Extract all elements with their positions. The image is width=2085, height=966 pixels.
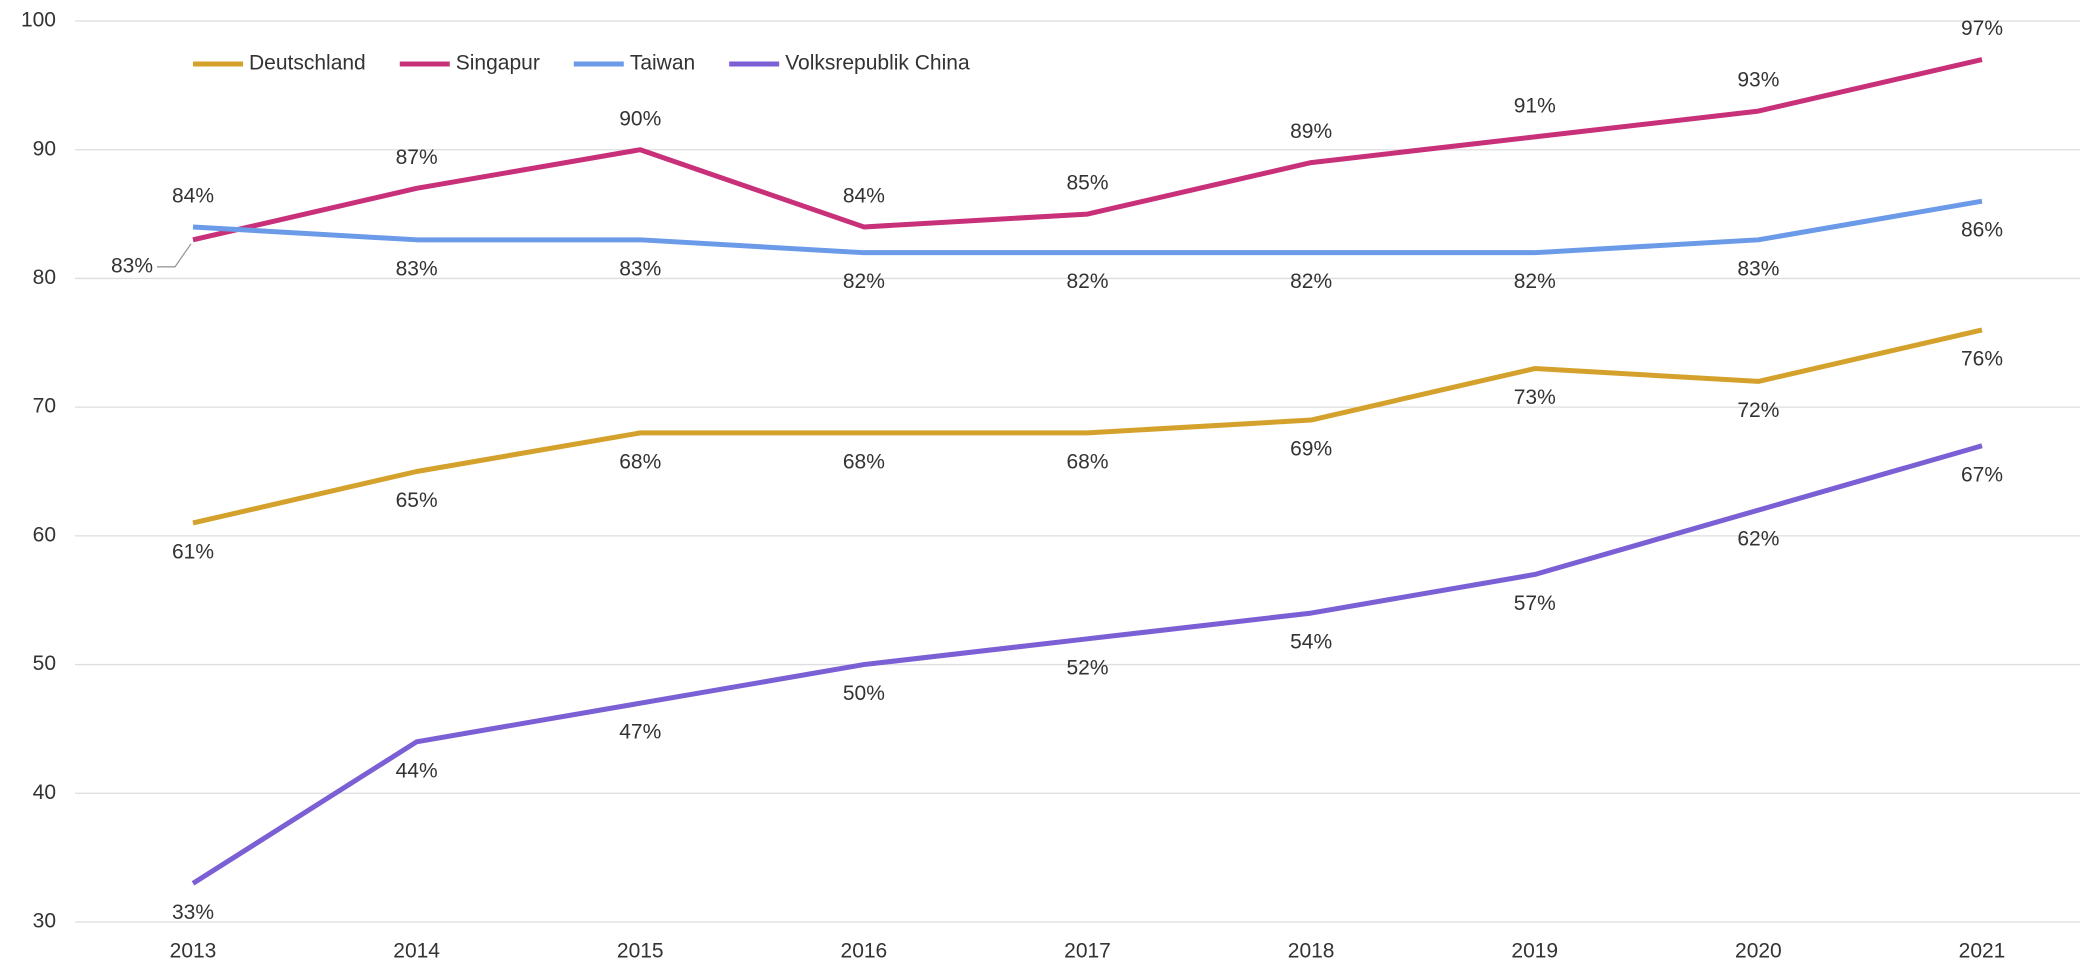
value-label: 85% <box>1066 172 1108 195</box>
value-label: 62% <box>1737 528 1779 551</box>
value-label: 65% <box>396 489 438 512</box>
value-label: 93% <box>1737 69 1779 92</box>
value-label: 67% <box>1961 463 2003 486</box>
series-line <box>192 57 1983 243</box>
leader-line <box>157 243 192 268</box>
value-label: 73% <box>1514 386 1556 409</box>
value-label: 84% <box>843 184 885 207</box>
x-tick-label: 2020 <box>1735 940 1782 963</box>
legend-label: Singapur <box>456 52 540 75</box>
value-label: 89% <box>1290 120 1332 143</box>
legend: Deutschland Singapur Taiwan Volksrepublik C… <box>193 52 970 75</box>
value-label: 68% <box>619 450 661 473</box>
value-label: 61% <box>172 541 214 564</box>
x-tick-label: 2015 <box>617 940 664 963</box>
value-label: 82% <box>843 270 885 293</box>
x-tick-label: 2014 <box>393 940 440 963</box>
value-label: 83% <box>619 257 661 280</box>
value-label: 44% <box>396 759 438 782</box>
value-label: 82% <box>1290 270 1332 293</box>
value-label: 82% <box>1514 270 1556 293</box>
value-label: 33% <box>172 901 214 924</box>
value-label: 83% <box>1737 257 1779 280</box>
y-tick-label: 50 <box>33 652 56 675</box>
legend-label: Taiwan <box>630 52 695 75</box>
series-line <box>191 443 1983 886</box>
value-label: 69% <box>1290 438 1332 461</box>
x-tick-label: 2017 <box>1064 940 1111 963</box>
y-tick-label: 80 <box>33 266 56 289</box>
value-label: 76% <box>1961 347 2003 370</box>
series-line <box>192 327 1983 526</box>
legend-label: Deutschland <box>249 52 366 75</box>
value-label: 54% <box>1290 631 1332 654</box>
value-label: 52% <box>1066 656 1108 679</box>
y-tick-label: 90 <box>33 137 56 160</box>
value-label: 47% <box>619 721 661 744</box>
value-label: 72% <box>1737 399 1779 422</box>
y-tick-label: 70 <box>33 395 56 418</box>
x-tick-label: 2013 <box>170 940 217 963</box>
x-tick-label: 2016 <box>841 940 888 963</box>
value-label: 68% <box>843 450 885 473</box>
value-label: 90% <box>619 107 661 130</box>
value-label: 97% <box>1961 17 2003 40</box>
x-tick-label: 2018 <box>1288 940 1335 963</box>
value-label: 86% <box>1961 219 2003 242</box>
legend-label: Volksrepublik China <box>785 52 970 75</box>
value-label: 57% <box>1514 592 1556 615</box>
y-tick-label: 30 <box>33 910 56 933</box>
value-label: 82% <box>1066 270 1108 293</box>
value-label: 84% <box>172 184 214 207</box>
value-label: 50% <box>843 682 885 705</box>
y-tick-label: 40 <box>33 781 56 804</box>
value-label: 68% <box>1066 450 1108 473</box>
value-label: 87% <box>396 146 438 169</box>
y-tick-label: 60 <box>33 523 56 546</box>
value-label: 83% <box>396 257 438 280</box>
x-tick-label: 2019 <box>1511 940 1558 963</box>
x-tick-label: 2021 <box>1959 940 2006 963</box>
value-label: 91% <box>1514 94 1556 117</box>
value-label: 83% <box>111 254 153 277</box>
series-line <box>192 198 1983 256</box>
y-tick-label: 100 <box>21 9 56 32</box>
